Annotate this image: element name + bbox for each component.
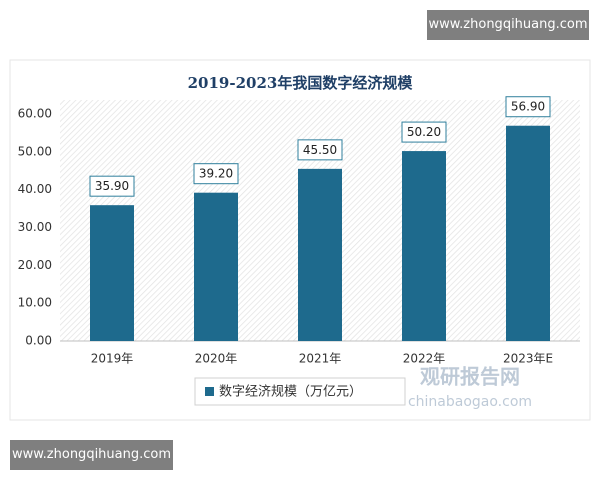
value-label-box [297,139,343,161]
bar [506,125,550,341]
x-tick-label: 2021年 [299,352,342,366]
value-label: 56.90 [511,100,545,114]
watermark-brand: 观研报告网 [420,365,520,389]
value-label: 50.20 [407,125,441,139]
legend-box [194,377,406,406]
y-tick-label: 50.00 [18,144,52,158]
legend-label: 数字经济规模（万亿元） [219,385,362,400]
value-label-box [401,121,447,143]
y-tick-label: 0.00 [25,334,52,348]
y-tick-label: 60.00 [18,107,52,121]
bar [402,151,446,341]
bar [298,168,342,341]
watermark-site: chinabaogao.com [408,394,532,410]
footer-link[interactable]: www.zhongqihuang.com [10,440,173,470]
bar [194,192,238,341]
y-tick-label: 40.00 [18,182,52,196]
y-tick-label: 10.00 [18,296,52,310]
header-link[interactable]: www.zhongqihuang.com [427,10,589,40]
value-label-box [89,175,135,197]
x-tick-label: 2023年E [503,352,553,366]
value-label: 35.90 [95,179,129,193]
chart: 2019-2023年我国数字经济规模 观研报告网 chinabaogao.com… [9,59,591,421]
value-label-box [505,96,551,118]
legend-swatch [205,387,214,396]
y-tick-label: 30.00 [18,220,52,234]
bar [90,205,134,341]
chart-title: 2019-2023年我国数字经济规模 [188,74,414,92]
value-label: 39.20 [199,167,233,181]
title-bg [60,70,580,98]
y-tick-label: 20.00 [18,258,52,272]
x-tick-label: 2019年 [91,352,134,366]
x-tick-label: 2020年 [195,352,238,366]
value-label: 45.50 [303,143,337,157]
value-label-box [193,163,239,185]
x-tick-label: 2022年 [403,352,446,366]
